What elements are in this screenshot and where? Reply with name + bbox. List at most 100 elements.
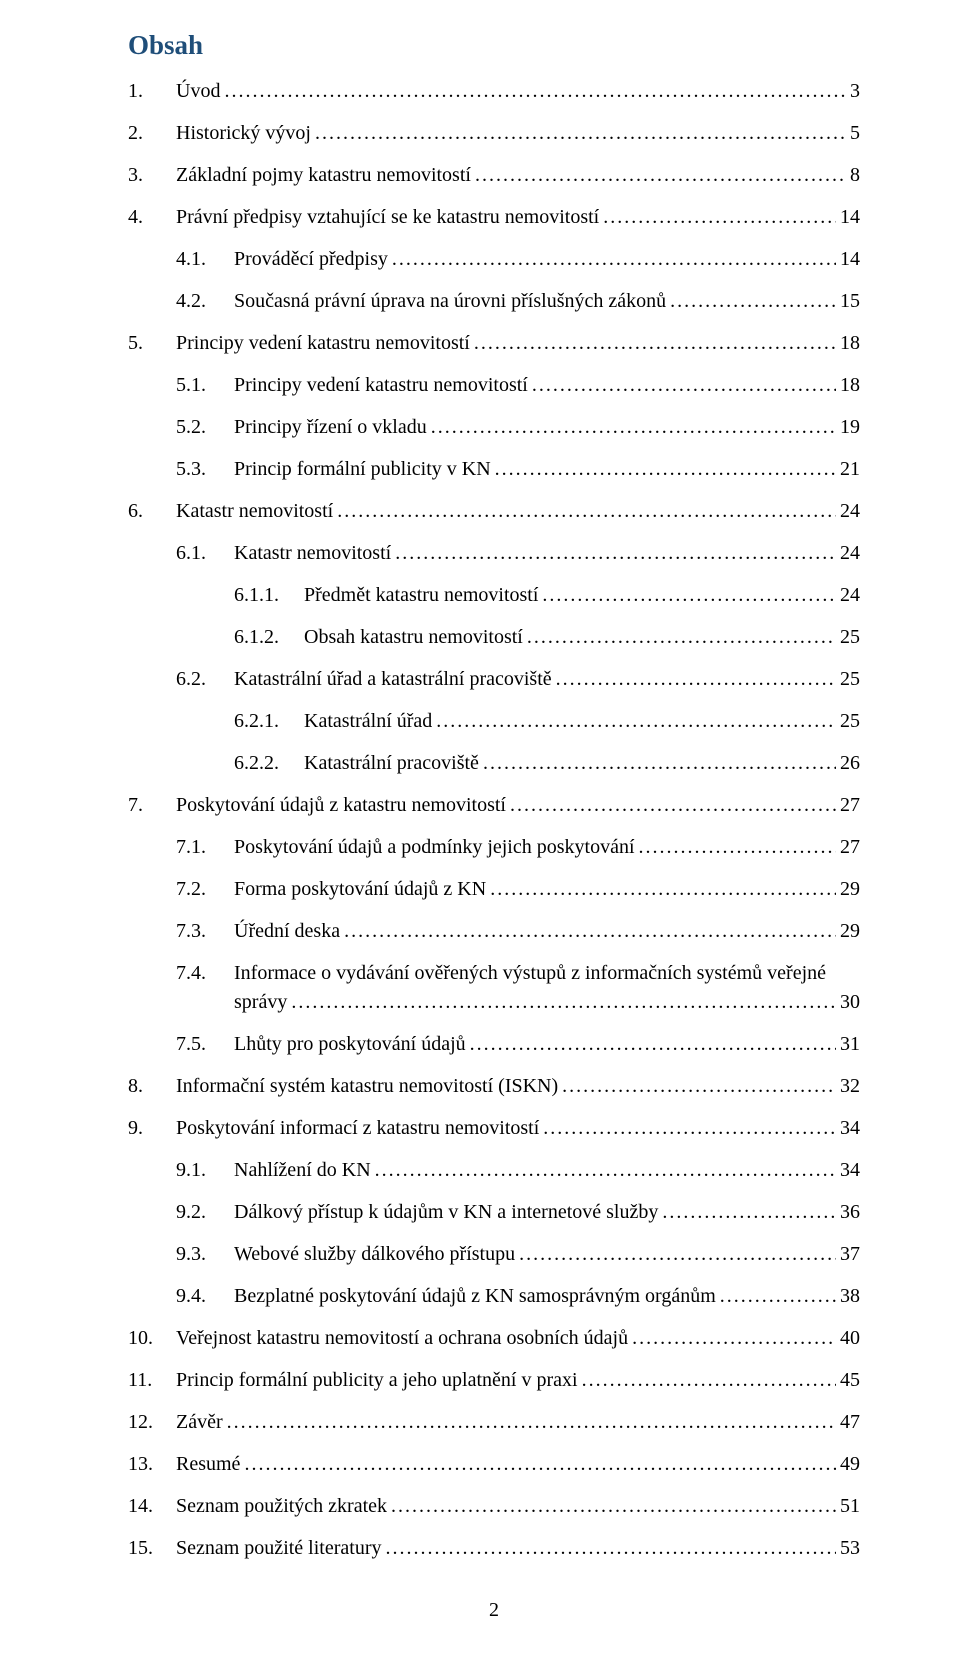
toc-entry-number: 8. bbox=[128, 1072, 176, 1101]
toc-entry[interactable]: 6.1.Katastr nemovitostí24 bbox=[128, 539, 860, 568]
toc-entry[interactable]: 13.Resumé49 bbox=[128, 1450, 860, 1479]
toc-entry-page: 14 bbox=[836, 203, 860, 232]
toc-entry[interactable]: 11.Princip formální publicity a jeho upl… bbox=[128, 1366, 860, 1395]
toc-entry[interactable]: 9.2.Dálkový přístup k údajům v KN a inte… bbox=[128, 1198, 860, 1227]
toc-entry-page: 53 bbox=[836, 1534, 860, 1563]
toc-title: Obsah bbox=[128, 30, 860, 61]
toc-leader-dots bbox=[395, 539, 836, 568]
toc-entry[interactable]: 7.3.Úřední deska29 bbox=[128, 917, 860, 946]
toc-leader-dots bbox=[375, 1156, 836, 1185]
toc-entry[interactable]: 14.Seznam použitých zkratek51 bbox=[128, 1492, 860, 1521]
toc-leader-dots bbox=[483, 749, 836, 778]
toc-entry[interactable]: 6.1.1.Předmět katastru nemovitostí24 bbox=[128, 581, 860, 610]
toc-entry[interactable]: 5.Principy vedení katastru nemovitostí18 bbox=[128, 329, 860, 358]
toc-entry-label: Úřední deska bbox=[234, 917, 344, 946]
toc-entry-page: 51 bbox=[836, 1492, 860, 1521]
page-number: 2 bbox=[128, 1599, 860, 1622]
toc-leader-dots bbox=[562, 1072, 836, 1101]
toc-leader-dots bbox=[475, 161, 846, 190]
toc-entry[interactable]: 7.2.Forma poskytování údajů z KN29 bbox=[128, 875, 860, 904]
toc-entry-label: Současná právní úprava na úrovni přísluš… bbox=[234, 287, 670, 316]
toc-entry[interactable]: 9.1.Nahlížení do KN34 bbox=[128, 1156, 860, 1185]
toc-entry[interactable]: 9.3.Webové služby dálkového přístupu 37 bbox=[128, 1240, 860, 1269]
toc-entry-number: 4.1. bbox=[176, 245, 234, 274]
toc-entry[interactable]: 6.2.1.Katastrální úřad25 bbox=[128, 707, 860, 736]
toc-entry-page: 45 bbox=[836, 1366, 860, 1395]
toc-entry[interactable]: 9.Poskytování informací z katastru nemov… bbox=[128, 1114, 860, 1143]
toc-entry-number: 4.2. bbox=[176, 287, 234, 316]
toc-entry-page: 27 bbox=[836, 791, 860, 820]
toc-entry-label: Principy vedení katastru nemovitostí bbox=[234, 371, 532, 400]
toc-entry-label: Poskytování údajů a podmínky jejich posk… bbox=[234, 833, 639, 862]
toc-entry-label: Katastr nemovitostí bbox=[234, 539, 395, 568]
toc-entry-page: 18 bbox=[836, 371, 860, 400]
toc-entry[interactable]: 10.Veřejnost katastru nemovitostí a ochr… bbox=[128, 1324, 860, 1353]
toc-entry-number: 7.2. bbox=[176, 875, 234, 904]
toc-entry[interactable]: 7.1.Poskytování údajů a podmínky jejich … bbox=[128, 833, 860, 862]
toc-entry-page: 25 bbox=[836, 707, 860, 736]
toc-entry[interactable]: 7.5.Lhůty pro poskytování údajů31 bbox=[128, 1030, 860, 1059]
toc-entry[interactable]: 7.4.Informace o vydávání ověřených výstu… bbox=[128, 959, 860, 1017]
toc-entry-number: 14. bbox=[128, 1492, 176, 1521]
toc-entry-label: Resumé bbox=[176, 1450, 244, 1479]
toc-leader-dots bbox=[639, 833, 836, 862]
toc-entry-label: Katastrální úřad a katastrální pracovišt… bbox=[234, 665, 556, 694]
toc-entry[interactable]: 5.3.Princip formální publicity v KN21 bbox=[128, 455, 860, 484]
toc-entry[interactable]: 4.2.Současná právní úprava na úrovni pří… bbox=[128, 287, 860, 316]
toc-entry[interactable]: 9.4.Bezplatné poskytování údajů z KN sam… bbox=[128, 1282, 860, 1311]
toc-leader-dots bbox=[582, 1366, 836, 1395]
toc-entry-number: 3. bbox=[128, 161, 176, 190]
toc-entry[interactable]: 1.Úvod3 bbox=[128, 77, 860, 106]
toc-entry-number: 6.2.1. bbox=[234, 707, 304, 736]
toc-entry[interactable]: 6.Katastr nemovitostí24 bbox=[128, 497, 860, 526]
toc-leader-dots bbox=[495, 455, 836, 484]
toc-leader-dots bbox=[662, 1198, 836, 1227]
toc-leader-dots bbox=[227, 1408, 836, 1437]
toc-entry[interactable]: 4.Právní předpisy vztahující se ke katas… bbox=[128, 203, 860, 232]
toc-entry[interactable]: 6.2.2.Katastrální pracoviště26 bbox=[128, 749, 860, 778]
toc-entry-label: Princip formální publicity a jeho uplatn… bbox=[176, 1366, 582, 1395]
toc-entry-page: 26 bbox=[836, 749, 860, 778]
toc-entry[interactable]: 3.Základní pojmy katastru nemovitostí 8 bbox=[128, 161, 860, 190]
toc-entry-page: 8 bbox=[846, 161, 860, 190]
toc-entry[interactable]: 7.Poskytování údajů z katastru nemovitos… bbox=[128, 791, 860, 820]
toc-entry-page: 40 bbox=[836, 1324, 860, 1353]
toc-entry-number: 10. bbox=[128, 1324, 176, 1353]
toc-entry-page: 32 bbox=[836, 1072, 860, 1101]
toc-entry-label: Základní pojmy katastru nemovitostí bbox=[176, 161, 475, 190]
toc-entry-page: 25 bbox=[836, 623, 860, 652]
toc-entry[interactable]: 5.2.Principy řízení o vkladu19 bbox=[128, 413, 860, 442]
toc-list: 1.Úvod3 2.Historický vývoj5 3.Základní poj… bbox=[128, 77, 860, 1563]
toc-entry[interactable]: 5.1.Principy vedení katastru nemovitostí… bbox=[128, 371, 860, 400]
toc-entry[interactable]: 4.1.Prováděcí předpisy14 bbox=[128, 245, 860, 274]
toc-leader-dots bbox=[224, 77, 846, 106]
toc-entry-number: 5.3. bbox=[176, 455, 234, 484]
toc-entry-page: 24 bbox=[836, 539, 860, 568]
toc-entry-page: 21 bbox=[836, 455, 860, 484]
toc-leader-dots bbox=[315, 119, 846, 148]
toc-entry-label: Katastr nemovitostí bbox=[176, 497, 337, 526]
toc-entry-page: 27 bbox=[836, 833, 860, 862]
toc-entry-page: 29 bbox=[836, 875, 860, 904]
toc-entry[interactable]: 8.Informační systém katastru nemovitostí… bbox=[128, 1072, 860, 1101]
toc-entry-label: Závěr bbox=[176, 1408, 227, 1437]
page-root: Obsah 1.Úvod3 2.Historický vývoj5 3.Základ… bbox=[0, 0, 960, 1662]
toc-leader-dots bbox=[670, 287, 836, 316]
toc-entry-page: 29 bbox=[836, 917, 860, 946]
toc-leader-dots bbox=[337, 497, 836, 526]
toc-entry-number: 9. bbox=[128, 1114, 176, 1143]
toc-leader-dots bbox=[431, 413, 836, 442]
toc-entry-number: 12. bbox=[128, 1408, 176, 1437]
toc-entry-label: Webové služby dálkového přístupu bbox=[234, 1240, 519, 1269]
toc-entry-number: 9.3. bbox=[176, 1240, 234, 1269]
toc-entry[interactable]: 6.1.2.Obsah katastru nemovitostí25 bbox=[128, 623, 860, 652]
toc-entry[interactable]: 12.Závěr47 bbox=[128, 1408, 860, 1437]
toc-entry[interactable]: 6.2.Katastrální úřad a katastrální praco… bbox=[128, 665, 860, 694]
toc-entry[interactable]: 2.Historický vývoj5 bbox=[128, 119, 860, 148]
toc-entry-label: Historický vývoj bbox=[176, 119, 315, 148]
toc-entry-number: 9.2. bbox=[176, 1198, 234, 1227]
toc-entry[interactable]: 15.Seznam použité literatury53 bbox=[128, 1534, 860, 1563]
toc-entry-page: 37 bbox=[836, 1240, 860, 1269]
toc-entry-page: 3 bbox=[846, 77, 860, 106]
toc-entry-label: Informace o vydávání ověřených výstupů z… bbox=[234, 962, 826, 984]
